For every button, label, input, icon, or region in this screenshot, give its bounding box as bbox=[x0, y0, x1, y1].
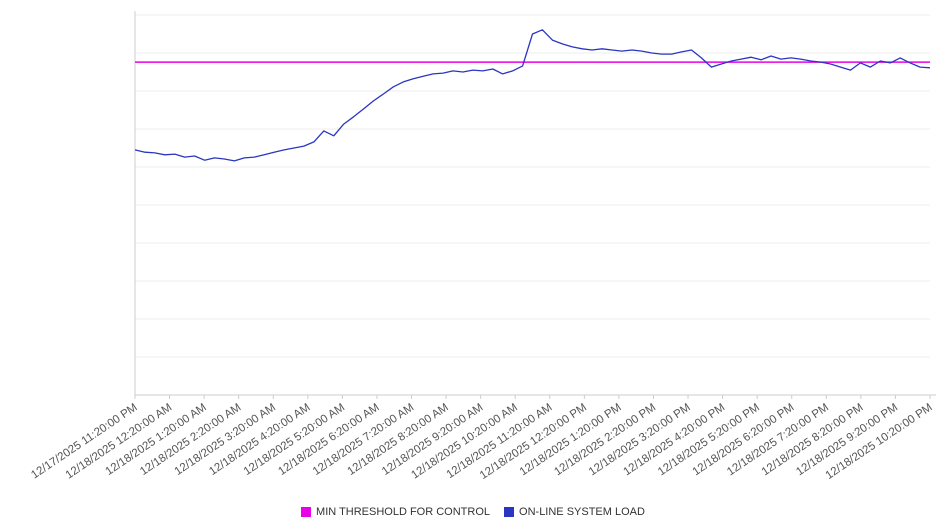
legend-item-system-load[interactable]: ON-LINE SYSTEM LOAD bbox=[504, 506, 645, 518]
legend: MIN THRESHOLD FOR CONTROL ON-LINE SYSTEM… bbox=[0, 506, 946, 518]
system-load-line bbox=[134, 29, 931, 162]
legend-label-system-load: ON-LINE SYSTEM LOAD bbox=[519, 506, 645, 518]
legend-item-min-threshold[interactable]: MIN THRESHOLD FOR CONTROL bbox=[301, 506, 490, 518]
threshold-swatch-icon bbox=[301, 507, 312, 517]
legend-label-min-threshold: MIN THRESHOLD FOR CONTROL bbox=[316, 506, 491, 518]
load-swatch-icon bbox=[504, 507, 515, 517]
